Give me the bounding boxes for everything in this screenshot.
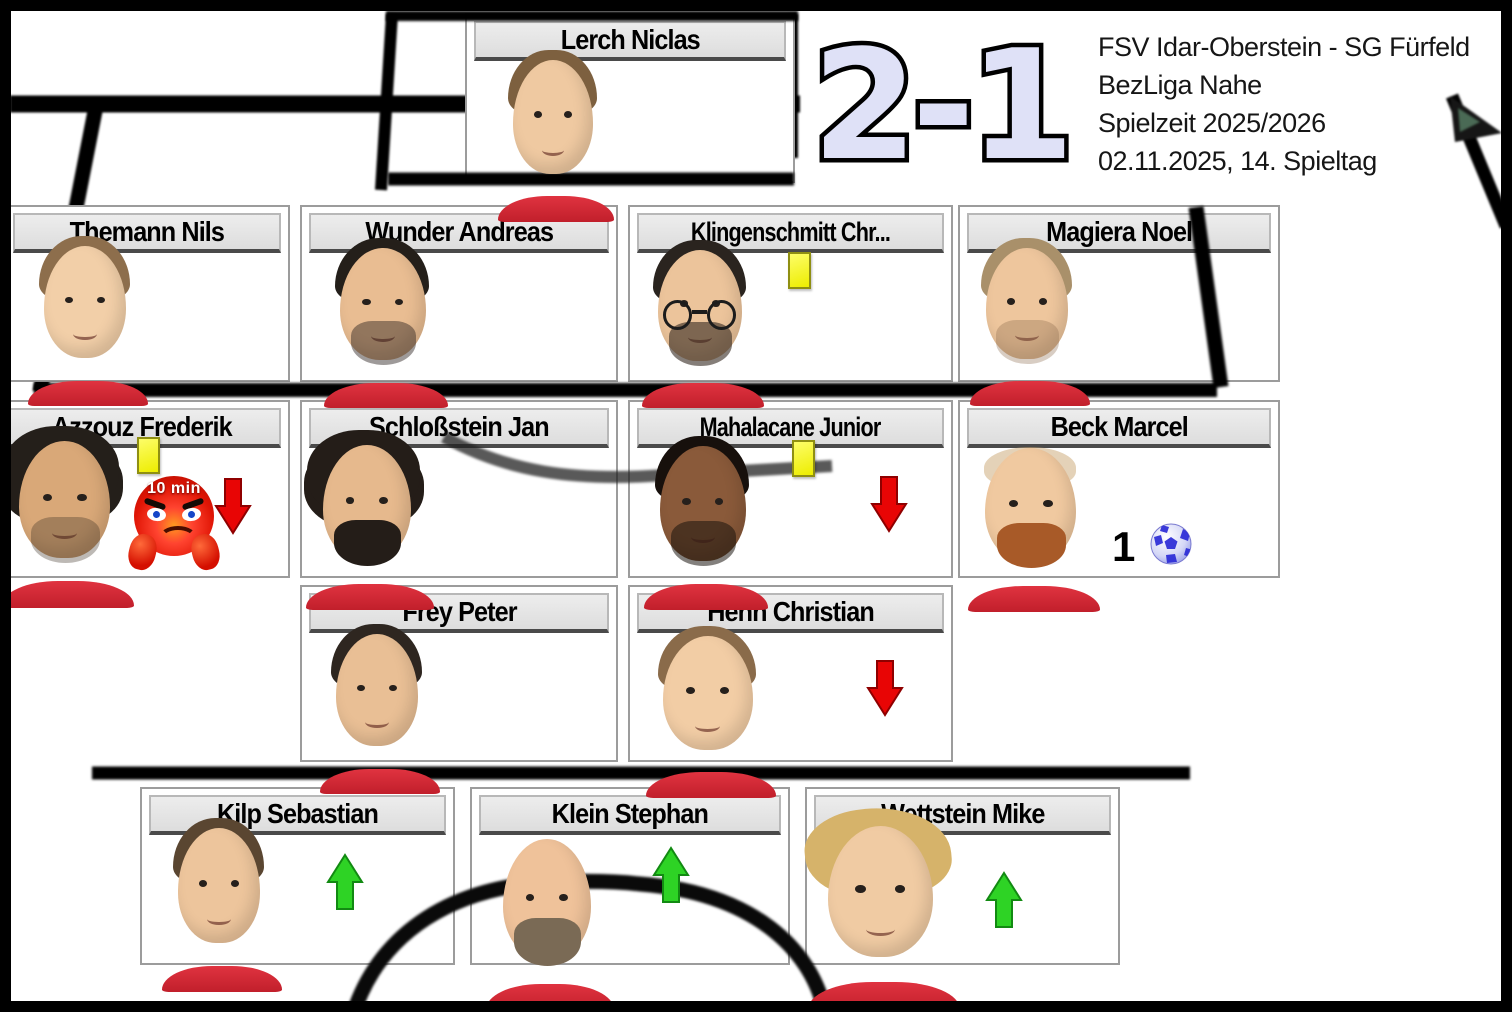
player-card-header: Henn Christian <box>637 593 944 633</box>
player-name-label: Wunder Andreas <box>365 216 554 247</box>
player-name-label: Lerch Niclas <box>560 24 700 55</box>
player-card-schlo-stein-jan[interactable]: Schloßstein Jan <box>300 400 618 578</box>
player-card-header: Azzouz Frederik <box>3 408 281 448</box>
player-name-label: Klingenschmitt Chr... <box>690 216 891 247</box>
player-card-header: Kilp Sebastian <box>149 795 446 835</box>
corner-flag-inner <box>1458 108 1480 132</box>
player-card-header: Klingenschmitt Chr... <box>637 213 944 253</box>
player-card-mahalacane-junior[interactable]: Mahalacane Junior <box>628 400 953 578</box>
player-card-header: Magiera Noel <box>967 213 1271 253</box>
match-season: Spielzeit 2025/2026 <box>1098 108 1326 138</box>
player-name-label: Henn Christian <box>707 596 875 627</box>
player-card-beck-marcel[interactable]: Beck Marcel <box>958 400 1280 578</box>
player-card-wettstein-mike[interactable]: Wettstein Mike <box>805 787 1120 965</box>
match-info: FSV Idar-Oberstein - SG Fürfeld BezLiga … <box>1098 28 1470 180</box>
player-card-header: Wettstein Mike <box>814 795 1111 835</box>
player-card-header: Schloßstein Jan <box>309 408 609 448</box>
player-card-header: Beck Marcel <box>967 408 1271 448</box>
player-name-label: Kilp Sebastian <box>216 798 379 829</box>
match-fixture: FSV Idar-Oberstein - SG Fürfeld <box>1098 32 1470 62</box>
player-card-magiera-noel[interactable]: Magiera Noel <box>958 205 1280 382</box>
player-card-header: Klein Stephan <box>479 795 781 835</box>
player-card-header: Themann Nils <box>13 213 281 253</box>
player-card-header: Mahalacane Junior <box>637 408 944 448</box>
player-card-klein-stephan[interactable]: Klein Stephan <box>470 787 790 965</box>
player-card-lerch-niclas[interactable]: Lerch Niclas <box>465 13 795 183</box>
player-card-themann-nils[interactable]: Themann Nils <box>4 205 290 382</box>
goal-left-post-line <box>375 13 398 191</box>
player-card-henn-christian[interactable]: Henn Christian <box>628 585 953 762</box>
player-name-label: Magiera Noel <box>1045 216 1193 247</box>
player-card-wunder-andreas[interactable]: Wunder Andreas <box>300 205 618 382</box>
match-score: 2-1 <box>808 17 1080 194</box>
player-name-label: Klein Stephan <box>551 798 709 829</box>
player-name-label: Mahalacane Junior <box>700 411 882 442</box>
player-card-header: Lerch Niclas <box>474 21 786 61</box>
player-name-label: Schloßstein Jan <box>369 411 550 442</box>
player-name-label: Themann Nils <box>69 216 225 247</box>
match-matchday: 02.11.2025, 14. Spieltag <box>1098 146 1377 176</box>
player-card-kilp-sebastian[interactable]: Kilp Sebastian <box>140 787 455 965</box>
match-league: BezLiga Nahe <box>1098 70 1262 100</box>
player-name-label: Azzouz Frederik <box>52 411 233 442</box>
player-card-header: Wunder Andreas <box>309 213 609 253</box>
player-card-frey-peter[interactable]: Frey Peter <box>300 585 618 762</box>
player-card-azzouz-frederik[interactable]: Azzouz Frederik <box>0 400 290 578</box>
player-name-label: Frey Peter <box>401 596 517 627</box>
player-name-label: Wettstein Mike <box>880 798 1045 829</box>
player-name-label: Beck Marcel <box>1050 411 1188 442</box>
player-card-klingenschmitt-chr[interactable]: Klingenschmitt Chr... <box>628 205 953 382</box>
player-card-header: Frey Peter <box>309 593 609 633</box>
